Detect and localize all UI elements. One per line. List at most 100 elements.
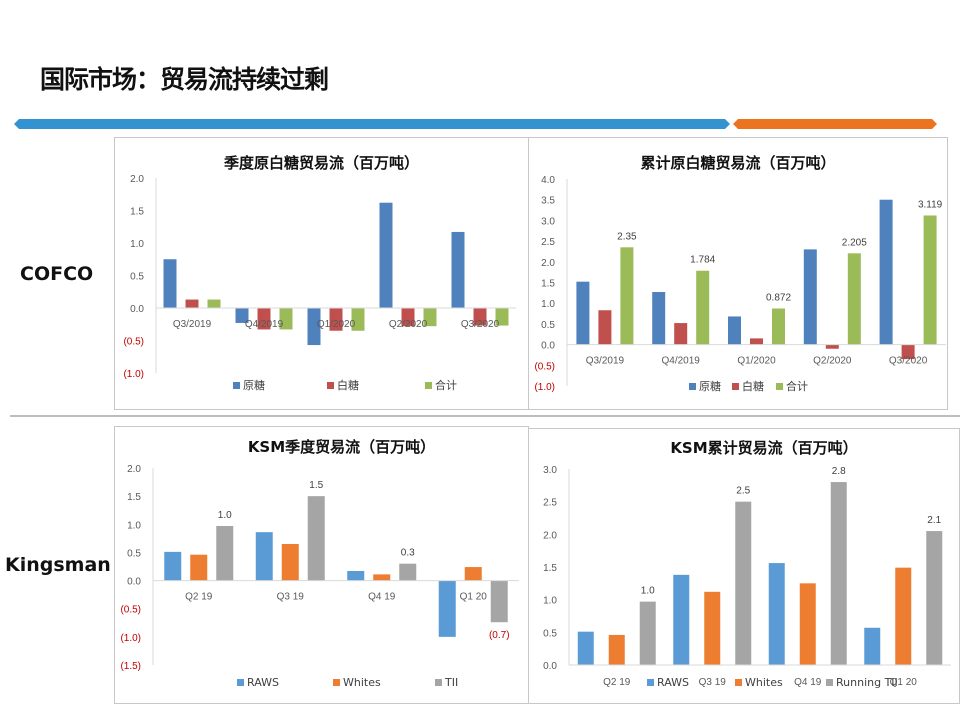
bar-合计 [696, 270, 710, 345]
bar-tii [307, 496, 325, 581]
bar-raws [164, 551, 182, 581]
bar-raws [438, 580, 456, 637]
bar-原糖 [803, 249, 817, 345]
y-tick-label: 1.5 [130, 207, 144, 218]
bar-whites [799, 583, 816, 665]
x-tick-label: Q3 19 [277, 592, 305, 603]
y-tick-label: 0.0 [541, 341, 555, 352]
chart-title: 累计原白糖贸易流（百万吨） [640, 154, 836, 172]
y-tick-label: 3.5 [541, 196, 555, 207]
data-label: (0.7) [489, 630, 510, 641]
bar-原糖 [652, 292, 666, 345]
y-tick-label: (1.5) [120, 661, 141, 672]
bar-合计 [207, 299, 221, 308]
x-tick-label: Q4/2019 [245, 319, 284, 330]
x-tick-label: Q1 20 [890, 677, 918, 688]
bar-whites [608, 634, 625, 665]
bar-tii [399, 563, 417, 581]
y-tick-label: 0.0 [130, 304, 144, 315]
bar-合计 [620, 247, 634, 345]
bar-合计 [279, 308, 293, 330]
data-label: 0.3 [401, 548, 415, 559]
legend-swatch [689, 383, 696, 390]
accent-bar-blue [14, 119, 730, 129]
y-tick-label: 3.0 [541, 216, 555, 227]
y-tick-label: (0.5) [534, 361, 555, 372]
y-tick-label: 0.5 [130, 272, 144, 283]
data-label: 2.5 [736, 486, 750, 497]
x-tick-label: Q3/2020 [461, 319, 500, 330]
data-label: 3.119 [918, 199, 943, 210]
bar-whites [704, 591, 721, 665]
bar-合计 [847, 253, 861, 345]
legend-swatch [435, 679, 442, 686]
data-label: 2.205 [842, 237, 867, 248]
bar-白糖 [329, 308, 343, 331]
chart-svg: 3.0 2.5 2.0 1.5 1.0 0.5 0.0 Q2 19 Q3 19 Q4 19 Q1 2… [543, 465, 951, 689]
legend-label: RAWS [657, 676, 689, 689]
y-tick-label: 0.5 [543, 628, 557, 639]
legend-label: 白糖 [742, 379, 764, 393]
bar-raws [577, 631, 594, 665]
legend-label: 原糖 [699, 379, 721, 393]
y-tick-label: 1.0 [543, 596, 557, 607]
bar-原糖 [307, 308, 321, 346]
legend-swatch [732, 383, 739, 390]
y-tick-label: 2.0 [541, 258, 555, 269]
bar-白糖 [185, 299, 199, 308]
bar-原糖 [576, 281, 590, 345]
bar-whites [281, 543, 299, 581]
y-tick-label: 2.5 [543, 498, 557, 509]
y-tick-label: (1.0) [120, 633, 141, 644]
y-tick-label: 4.0 [541, 175, 555, 186]
bar-whites [464, 567, 482, 581]
bar-raws [673, 574, 690, 665]
y-tick-label: 2.0 [127, 464, 141, 475]
chart-svg: 4.0 3.5 3.0 2.5 2.0 1.5 1.0 0.5 0.0 (0.5) (1.0) Q3/… [534, 175, 946, 393]
accent-bar-orange [733, 119, 937, 129]
x-tick-label: Q2/2020 [389, 319, 428, 330]
bar-running-tii [926, 531, 943, 665]
y-tick-label: 0.5 [541, 320, 555, 331]
legend-label: 合计 [786, 379, 808, 393]
x-tick-label: Q4 19 [368, 592, 396, 603]
y-tick-label: 2.0 [543, 530, 557, 541]
legend-label: Whites [745, 676, 783, 689]
bar-running-tii [735, 501, 752, 665]
bar-合计 [423, 308, 437, 327]
y-tick-label: 1.0 [127, 520, 141, 531]
x-tick-label: Q4/2019 [662, 356, 701, 367]
y-tick-label: 3.0 [543, 465, 557, 476]
data-label: 2.35 [617, 231, 637, 242]
chart-ksm-quarterly: KSM季度贸易流（百万吨） 2.0 1.5 1.0 0.5 0.0 (0.5) (1.0) (… [114, 426, 529, 704]
legend-label: Running TII [836, 676, 898, 689]
x-tick-label: Q1 20 [460, 592, 488, 603]
chart-ksm-cumulative: KSM累计贸易流（百万吨） 3.0 2.5 2.0 1.5 1.0 0.5 0.0 Q2 19… [528, 428, 960, 704]
x-tick-label: Q3/2019 [173, 319, 212, 330]
legend-label: 原糖 [243, 378, 265, 392]
x-tick-label: Q2/2020 [813, 356, 852, 367]
y-tick-label: (0.5) [123, 337, 144, 348]
y-tick-label: 1.5 [541, 279, 555, 290]
bar-running-tii [830, 482, 847, 665]
x-tick-label: Q1/2020 [317, 319, 356, 330]
chart-svg: 2.0 1.5 1.0 0.5 0.0 (0.5) (1.0) Q3/2019 Q4/2019 Q… [123, 174, 516, 392]
bar-raws [768, 563, 785, 665]
legend-label: Whites [343, 676, 381, 689]
legend-swatch [425, 382, 432, 389]
bar-raws [347, 571, 365, 581]
y-tick-label: 2.0 [130, 174, 144, 185]
bar-whites [190, 554, 208, 581]
legend-label: 白糖 [337, 378, 359, 392]
legend-swatch [776, 383, 783, 390]
y-tick-label: (0.5) [120, 605, 141, 616]
section-label-cofco: COFCO [20, 263, 94, 285]
section-label-kingsman: Kingsman [5, 554, 111, 576]
bar-原糖 [235, 308, 249, 323]
bar-白糖 [674, 323, 688, 345]
y-tick-label: 1.0 [130, 239, 144, 250]
legend-label: TII [444, 676, 458, 689]
chart-svg: 2.0 1.5 1.0 0.5 0.0 (0.5) (1.0) (1.5) Q2 19 Q3 19… [120, 464, 519, 689]
data-label: 1.5 [309, 480, 323, 491]
bar-白糖 [257, 308, 271, 330]
